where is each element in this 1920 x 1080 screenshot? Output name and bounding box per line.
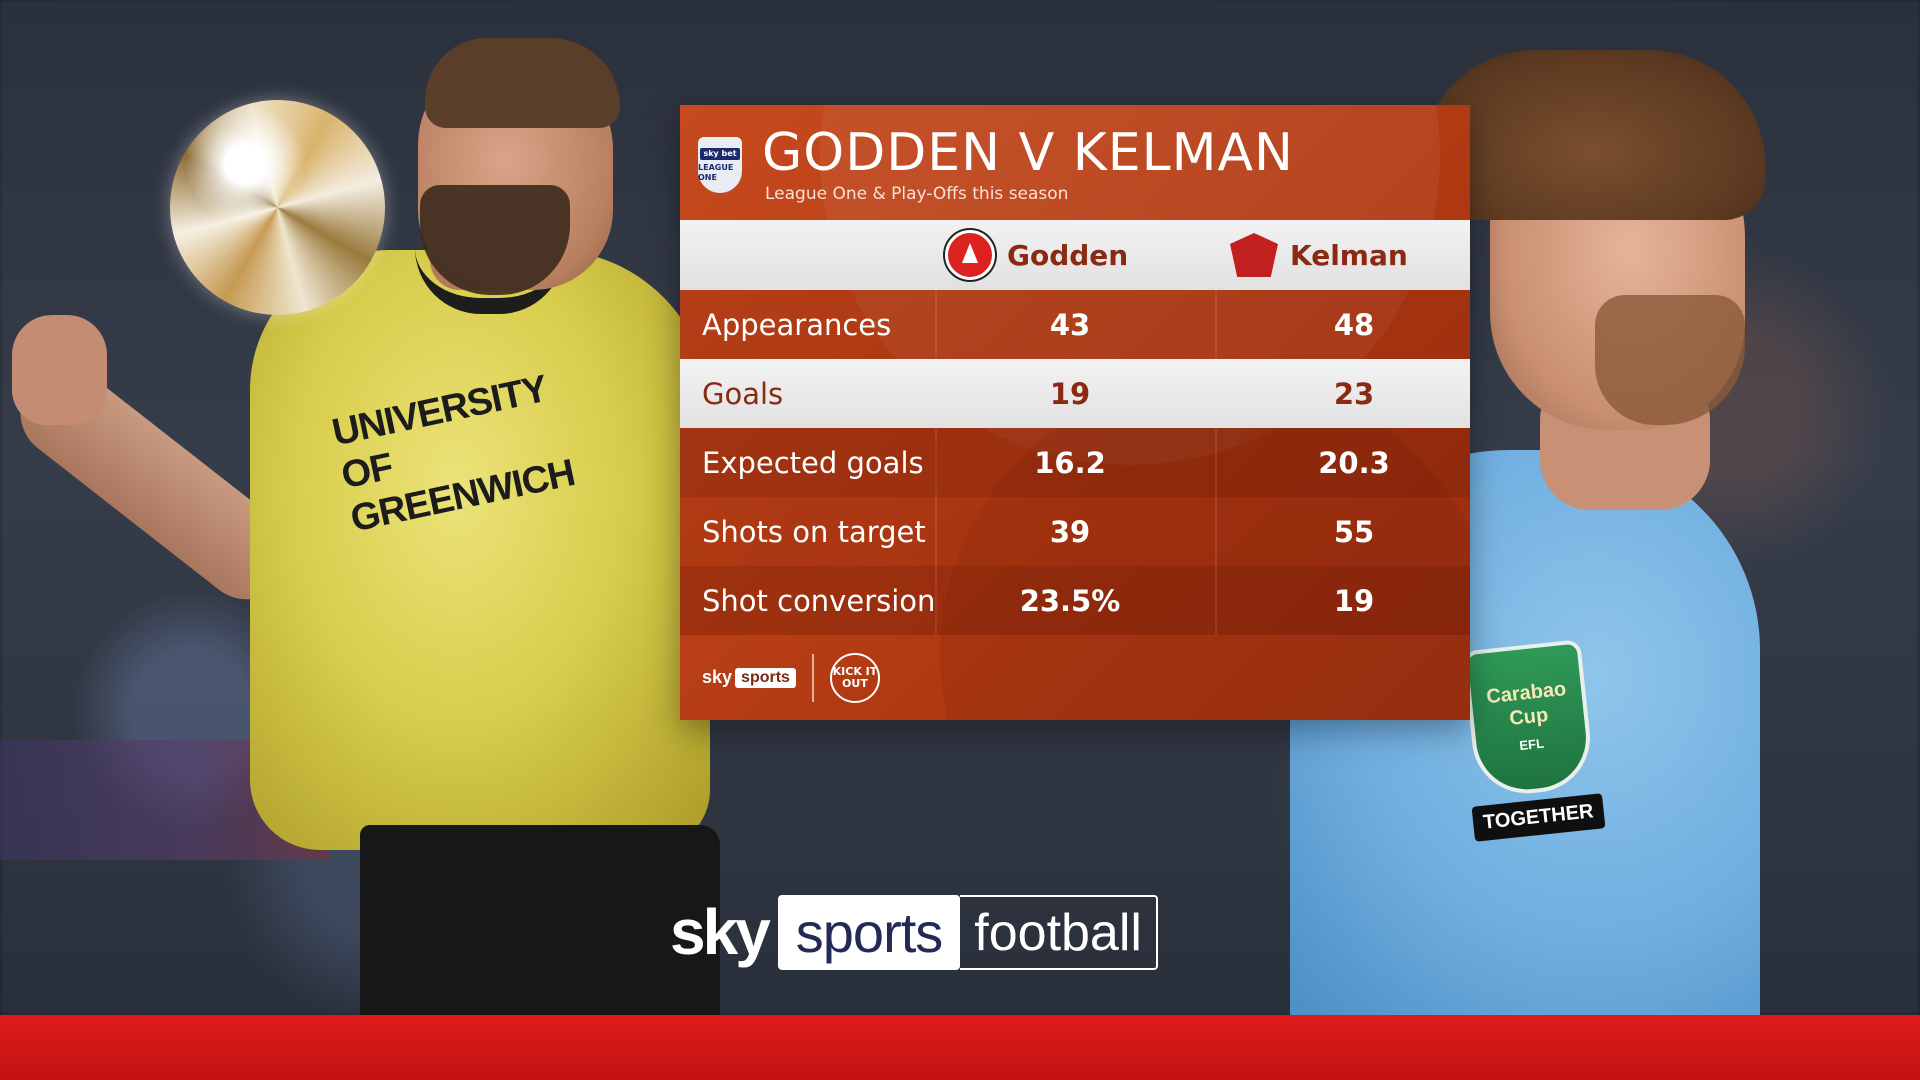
stats-card: sky bet LEAGUE ONE GODDEN V KELMAN Leagu…	[680, 105, 1470, 720]
player-name-godden: Godden	[1007, 238, 1129, 272]
player-left-shorts	[360, 825, 720, 1020]
player-left-beard	[420, 185, 570, 295]
stat-value-kelman: 55	[1333, 514, 1375, 549]
teams-header-row: Godden Kelman	[680, 220, 1470, 290]
stat-value-kelman: 20.3	[1318, 445, 1390, 480]
sky-sports-logo: sky sports	[702, 667, 796, 688]
column-divider	[1215, 290, 1217, 635]
player-left-hair	[425, 38, 620, 128]
stat-value-kelman: 23	[1333, 376, 1375, 411]
stat-label: Shots on target	[702, 514, 926, 549]
kick-it-out-logo-icon: KICK IT OUT	[829, 652, 880, 703]
bottom-red-bar	[0, 1015, 1920, 1080]
stat-row-expected-goals: Expected goals 16.2 20.3	[680, 428, 1470, 497]
stat-value-kelman: 19	[1333, 583, 1375, 618]
stat-label: Shot conversion	[702, 583, 936, 618]
player-right-beard	[1595, 295, 1745, 425]
player-left-shirt	[250, 250, 710, 850]
team-kelman: Kelman	[1230, 220, 1408, 290]
stat-value-godden: 19	[1049, 376, 1091, 411]
stat-value-godden: 43	[1049, 307, 1091, 342]
stat-value-godden: 16.2	[1034, 445, 1106, 480]
stat-value-godden: 39	[1049, 514, 1091, 549]
sky-wordmark: sky	[702, 667, 733, 687]
leyton-orient-crest-icon	[1230, 233, 1278, 277]
stat-row-goals: Goals 19 23	[680, 359, 1470, 428]
stat-value-kelman: 48	[1333, 307, 1375, 342]
brand-sports: sports	[777, 895, 961, 970]
charlton-crest-icon	[945, 230, 995, 280]
player-right-hair	[1420, 50, 1765, 220]
league-badge-top: sky bet	[700, 147, 740, 160]
player-left-fist	[12, 315, 107, 425]
player-name-kelman: Kelman	[1290, 238, 1408, 272]
column-divider	[935, 290, 937, 635]
card-footer: sky sports KICK IT OUT	[680, 635, 1470, 720]
stat-value-godden: 23.5%	[1019, 583, 1121, 618]
card-title: GODDEN V KELMAN	[762, 123, 1294, 183]
sky-sports-football-logo: sky sports football	[670, 895, 1158, 970]
stat-label: Goals	[702, 376, 784, 411]
brand-football: football	[960, 895, 1158, 970]
sports-wordmark: sports	[735, 667, 796, 688]
stat-label: Appearances	[702, 307, 892, 342]
player-left-godden: UNIVERSITY OF GREENWICH	[0, 0, 720, 1020]
card-header: sky bet LEAGUE ONE GODDEN V KELMAN Leagu…	[680, 105, 1470, 220]
stat-row-shots-on-target: Shots on target 39 55	[680, 497, 1470, 566]
stat-label: Expected goals	[702, 445, 924, 480]
efl-label: EFL	[1518, 735, 1545, 754]
team-godden: Godden	[945, 220, 1128, 290]
football-ball	[170, 100, 385, 315]
league-badge-bottom: LEAGUE ONE	[698, 162, 734, 182]
card-subtitle: League One & Play-Offs this season	[765, 184, 1069, 204]
carabao-cup-label: Carabao Cup	[1485, 678, 1568, 730]
brand-sky: sky	[670, 896, 771, 968]
footer-divider	[811, 653, 814, 702]
stat-row-shot-conversion: Shot conversion 23.5% 19	[680, 566, 1470, 635]
league-one-badge-icon: sky bet LEAGUE ONE	[698, 137, 742, 193]
stat-row-appearances: Appearances 43 48	[680, 290, 1470, 359]
